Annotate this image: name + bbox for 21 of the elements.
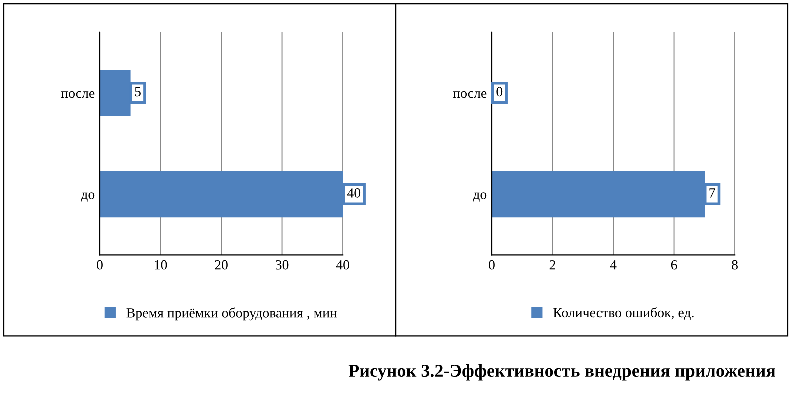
y-tick-label: до — [473, 192, 487, 202]
data-label: 0 — [496, 87, 503, 97]
y-tick-label: после — [453, 91, 487, 98]
data-label: 40 — [347, 188, 361, 198]
x-tick-label: 6 — [671, 260, 678, 270]
data-label: 5 — [135, 87, 141, 97]
x-tick-label: 10 — [155, 260, 168, 270]
y-tick-label: до — [81, 192, 95, 202]
x-tick-label: 4 — [610, 260, 617, 270]
x-tick-label: 0 — [97, 260, 103, 270]
x-tick-label: 20 — [215, 260, 228, 270]
legend-label: Количество ошибок, ед. — [554, 308, 694, 320]
legend-label: Время приёмки оборудования , мин — [126, 308, 338, 321]
x-tick-label: 8 — [732, 260, 738, 270]
text: Рисунок 3.2-Эффективность внедрения приложения — [348, 364, 776, 381]
x-tick-label: 30 — [276, 260, 289, 270]
x-tick-label: 0 — [489, 260, 495, 270]
data-label: 7 — [710, 188, 716, 198]
y-tick-label: после — [61, 91, 95, 98]
x-tick-label: 2 — [550, 260, 556, 270]
x-tick-label: 40 — [336, 260, 350, 270]
